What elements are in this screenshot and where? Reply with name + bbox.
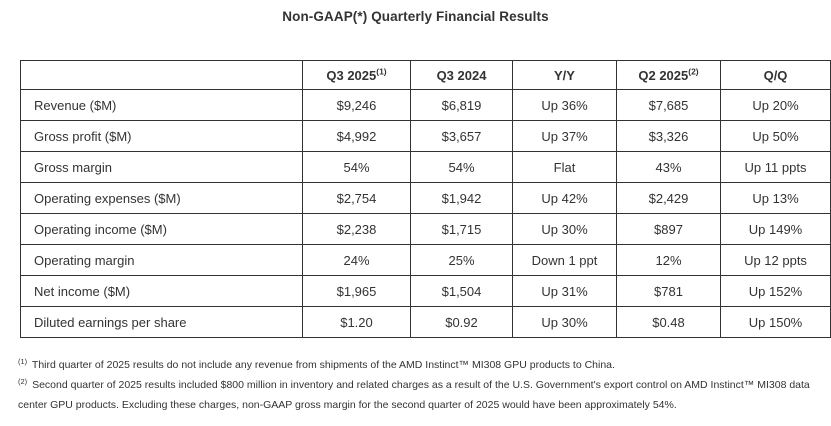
value-cell: $1.20 bbox=[302, 306, 411, 338]
value-cell: $3,326 bbox=[616, 120, 721, 152]
value-cell: 25% bbox=[410, 244, 513, 276]
value-cell: Up 149% bbox=[720, 213, 831, 245]
value-cell: 54% bbox=[302, 151, 411, 183]
value-cell: Up 20% bbox=[720, 89, 831, 121]
row-label: Operating margin bbox=[20, 244, 303, 276]
row-label: Gross profit ($M) bbox=[20, 120, 303, 152]
column-header: Q2 2025(2) bbox=[616, 60, 721, 90]
table-row: Operating income ($M) $2,238 $1,715 Up 30% $… bbox=[20, 213, 831, 245]
value-cell: $1,504 bbox=[410, 275, 513, 307]
row-label: Gross margin bbox=[20, 151, 303, 183]
value-cell: Up 30% bbox=[512, 213, 617, 245]
footnote: (2) Second quarter of 2025 results inclu… bbox=[18, 376, 810, 411]
value-cell: $0.92 bbox=[410, 306, 513, 338]
value-cell: $2,429 bbox=[616, 182, 721, 214]
footnote: (1) Third quarter of 2025 results do not… bbox=[18, 356, 615, 371]
value-cell: Up 42% bbox=[512, 182, 617, 214]
page-title: Non-GAAP(*) Quarterly Financial Results bbox=[282, 9, 549, 24]
value-cell: $897 bbox=[616, 213, 721, 245]
footnotes: (1) Third quarter of 2025 results do not… bbox=[18, 355, 813, 415]
value-cell: Up 13% bbox=[720, 182, 831, 214]
table-body: Revenue ($M) $9,246 $6,819 Up 36% $7,685 Up 2… bbox=[20, 89, 831, 338]
value-cell: Up 150% bbox=[720, 306, 831, 338]
table-row: Operating margin 24% 25% Down 1 ppt 12% Up 12… bbox=[20, 244, 831, 276]
footnote-marker: (1) bbox=[376, 66, 387, 77]
value-cell: Up 152% bbox=[720, 275, 831, 307]
value-cell: Up 12 ppts bbox=[720, 244, 831, 276]
row-label: Net income ($M) bbox=[20, 275, 303, 307]
value-cell: Up 50% bbox=[720, 120, 831, 152]
table-row: Net income ($M) $1,965 $1,504 Up 31% $781 Up … bbox=[20, 275, 831, 307]
value-cell: Up 37% bbox=[512, 120, 617, 152]
value-cell: $9,246 bbox=[302, 89, 411, 121]
row-label: Diluted earnings per share bbox=[20, 306, 303, 338]
value-cell: Up 36% bbox=[512, 89, 617, 121]
value-cell: 43% bbox=[616, 151, 721, 183]
table-row: Diluted earnings per share $1.20 $0.92 Up 3… bbox=[20, 306, 831, 338]
table-header-row: Q3 2025(1) Q3 2024 Y/Y Q2 2025(2) Q/Q bbox=[20, 60, 831, 90]
column-header: Y/Y bbox=[512, 60, 617, 90]
table-row: Operating expenses ($M) $2,754 $1,942 Up 42… bbox=[20, 182, 831, 214]
row-label: Operating income ($M) bbox=[20, 213, 303, 245]
value-cell: Flat bbox=[512, 151, 617, 183]
value-cell: $2,238 bbox=[302, 213, 411, 245]
value-cell: 12% bbox=[616, 244, 721, 276]
value-cell: $7,685 bbox=[616, 89, 721, 121]
footnote-marker: (1) bbox=[18, 356, 28, 366]
table-row: Gross margin 54% 54% Flat 43% Up 11 ppts bbox=[20, 151, 831, 183]
table-row: Gross profit ($M) $4,992 $3,657 Up 37% $3,32… bbox=[20, 120, 831, 152]
financial-results-table: Q3 2025(1) Q3 2024 Y/Y Q2 2025(2) Q/Q Revenu… bbox=[20, 60, 831, 338]
footnote-marker: (2) bbox=[688, 66, 699, 77]
value-cell: $4,992 bbox=[302, 120, 411, 152]
metric-column-header bbox=[20, 60, 303, 90]
value-cell: Up 11 ppts bbox=[720, 151, 831, 183]
row-label: Revenue ($M) bbox=[20, 89, 303, 121]
value-cell: Up 30% bbox=[512, 306, 617, 338]
table-row: Revenue ($M) $9,246 $6,819 Up 36% $7,685 Up 2… bbox=[20, 89, 831, 121]
footnote-marker: (2) bbox=[18, 376, 28, 386]
value-cell: $2,754 bbox=[302, 182, 411, 214]
value-cell: $6,819 bbox=[410, 89, 513, 121]
row-label: Operating expenses ($M) bbox=[20, 182, 303, 214]
value-cell: $1,942 bbox=[410, 182, 513, 214]
value-cell: $3,657 bbox=[410, 120, 513, 152]
value-cell: $1,715 bbox=[410, 213, 513, 245]
value-cell: 24% bbox=[302, 244, 411, 276]
column-header: Q3 2024 bbox=[410, 60, 513, 90]
value-cell: Down 1 ppt bbox=[512, 244, 617, 276]
value-cell: $0.48 bbox=[616, 306, 721, 338]
value-cell: $1,965 bbox=[302, 275, 411, 307]
column-header: Q/Q bbox=[720, 60, 831, 90]
column-header: Q3 2025(1) bbox=[302, 60, 411, 90]
value-cell: $781 bbox=[616, 275, 721, 307]
value-cell: 54% bbox=[410, 151, 513, 183]
value-cell: Up 31% bbox=[512, 275, 617, 307]
